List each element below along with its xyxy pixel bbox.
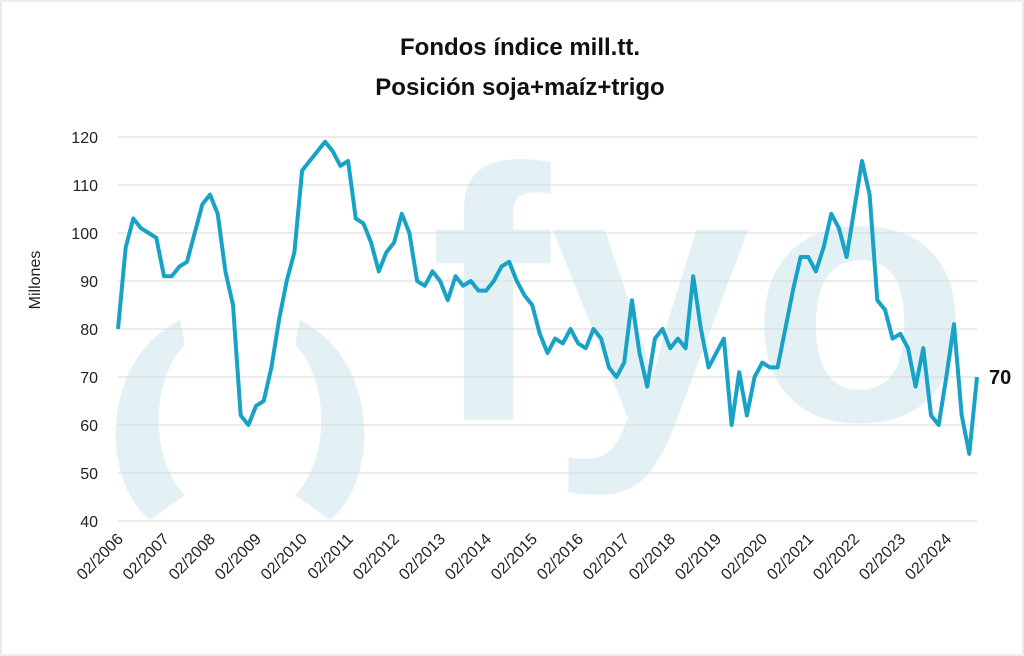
watermark-paren-right [295,320,365,520]
y-tick-label: 70 [80,370,98,387]
chart-subtitle: Posición soja+maíz+trigo [375,74,664,101]
y-tick-label: 40 [80,514,98,531]
data-label: 70 [989,367,1011,389]
y-tick-label: 90 [80,274,98,291]
y-tick-label: 120 [71,130,98,147]
watermark: fyo [430,95,970,499]
y-tick-label: 100 [71,226,98,243]
y-tick-label: 50 [80,466,98,483]
y-tick-label: 80 [80,322,98,339]
watermark-paren-left [115,320,185,520]
y-tick-label: 110 [72,178,98,195]
line-series [116,139,979,456]
watermark-logo [115,320,365,520]
chart-title: Fondos índice mill.tt. [400,34,640,61]
y-tick-label: 60 [80,418,98,435]
y-axis-label: Millones [27,251,44,310]
